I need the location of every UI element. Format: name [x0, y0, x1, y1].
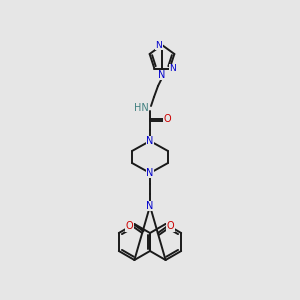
Text: HN: HN: [134, 103, 149, 113]
Text: N: N: [146, 201, 154, 211]
Text: N: N: [146, 168, 154, 178]
Text: N: N: [158, 70, 166, 80]
Text: O: O: [163, 114, 171, 124]
Text: N: N: [146, 136, 154, 146]
Text: N: N: [169, 64, 176, 73]
Text: O: O: [126, 221, 133, 231]
Text: O: O: [167, 221, 174, 231]
Text: N: N: [156, 40, 162, 50]
